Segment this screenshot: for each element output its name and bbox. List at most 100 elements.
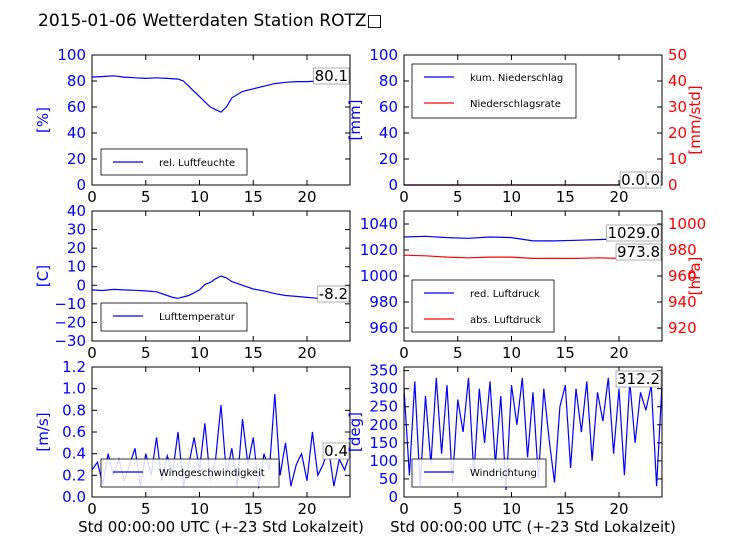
plot-frame [403,54,663,186]
x-tick-label: 20 [297,500,316,518]
x-tick-label: 0 [399,500,409,518]
y-tick-label: 20 [379,150,398,168]
y-tick-label: 10 [67,258,86,276]
y-tick-label: 980 [369,293,398,311]
legend-entry: Lufttemperatur [159,312,236,323]
x-tick-label: 5 [141,188,151,206]
y-axis-label: [C] [34,265,52,287]
y-tick-label: 300 [369,380,398,398]
legend-box [411,279,555,333]
x-tick-label: 0 [87,344,97,362]
y-tick-label: 150 [369,434,398,452]
legend-entry: abs. Luftdruck [470,315,541,326]
x-tick-label: 20 [609,344,628,362]
y-tick-label: 0 [76,176,86,194]
y-tick-label: −20 [54,313,86,331]
y-tick-label: 50 [379,470,398,488]
y-tick-label-right: 30 [668,98,687,116]
y-tick-label: 0 [388,176,398,194]
y-tick-label: 100 [369,46,398,64]
current-value-label: 0.0 [621,171,645,189]
legend-entry: Windgeschwindigkeit [159,468,265,479]
y-tick-label: 1.2 [62,358,86,376]
x-tick-label: 5 [453,500,463,518]
y-tick-label-right: 20 [668,124,687,142]
chart-panel-1: 0 5 10 15 20 0 20 40 60 80 100 [%] rel. Luftfeuchte 8… [34,46,351,206]
x-tick-label: 10 [502,500,521,518]
x-tick-label: 0 [399,188,409,206]
series-line-1 [91,75,351,113]
y-axis-label: [mm] [346,100,364,141]
x-tick-label: 10 [190,500,209,518]
y-axis-label-right: [mm/std] [686,85,704,154]
legend: rel. Luftfeuchte [100,148,248,176]
y-tick-label: −30 [54,332,86,350]
plot-frame [403,366,663,498]
chart-panel-4: 0 5 10 15 20 960 980 1000 1020 1040 920 940 960 980 10… [360,210,706,362]
y-tick-label: 0.6 [62,423,86,441]
legend-entry: Niederschlagsrate [470,99,561,110]
value-box [606,224,662,242]
y-tick-label: 30 [67,221,86,239]
y-tick-label: 20 [67,150,86,168]
x-tick-label: 10 [502,344,521,362]
y-tick-label: 40 [67,124,86,142]
y-tick-label-right: 960 [668,267,697,285]
y-axis-label: [deg] [346,412,364,452]
current-value-label: 312.2 [617,370,660,388]
value-box [317,285,350,303]
value-box [619,171,647,189]
value-box [615,370,662,388]
y-tick-label: 0.8 [62,401,86,419]
legend-box [100,302,248,332]
y-axis-label: [%] [34,107,52,133]
x-tick-label: 20 [609,188,628,206]
y-tick-label: 100 [369,452,398,470]
y-tick-label: 40 [379,124,398,142]
y-tick-label: 960 [369,319,398,337]
x-tick-label: 15 [244,188,263,206]
legend-entry: Windrichtung [470,468,537,479]
x-tick-label: 0 [87,500,97,518]
y-tick-label: 100 [57,46,86,64]
y-tick-label: 0 [76,276,86,294]
x-tick-label: 20 [297,344,316,362]
legend: Windrichtung [411,458,547,488]
legend-entry: kum. Niederschlag [470,73,563,84]
y-tick-label: 0.0 [62,488,86,506]
y-tick-label-right: 50 [668,46,687,64]
x-tick-label: 10 [190,188,209,206]
legend: kum. Niederschlag Niederschlagsrate [411,63,577,119]
legend-entry: rel. Luftfeuchte [159,158,235,169]
y-tick-label: 350 [369,362,398,380]
x-axis-label: Std 00:00:00 UTC (+-23 Std Lokalzeit) [390,518,676,536]
value-box [322,442,350,460]
y-tick-label: 250 [369,398,398,416]
x-tick-label: 15 [556,500,575,518]
legend-box [100,458,280,488]
y-tick-label: 0.4 [62,445,86,463]
series-line-1 [403,377,663,490]
x-tick-label: 20 [609,500,628,518]
y-tick-label: 1040 [360,215,398,233]
y-tick-label: 60 [67,98,86,116]
y-tick-label-right: 10 [668,150,687,168]
y-tick-label-right: 940 [668,293,697,311]
y-tick-label: 0 [388,488,398,506]
legend-entry: red. Luftdruck [470,289,540,300]
current-value-label: 1029.0 [608,224,661,242]
y-tick-label: 1000 [360,267,398,285]
legend: Windgeschwindigkeit [100,458,280,488]
x-tick-label: 0 [399,344,409,362]
y-axis-label-right: [hPa] [686,257,704,296]
x-tick-label: 15 [556,188,575,206]
legend: red. Luftdruck abs. Luftdruck [411,279,555,333]
plot-frame [91,54,351,186]
legend-box [411,458,547,488]
y-tick-label: 40 [67,202,86,220]
x-tick-label: 5 [141,500,151,518]
y-tick-label: 200 [369,416,398,434]
y-tick-label: −10 [54,295,86,313]
